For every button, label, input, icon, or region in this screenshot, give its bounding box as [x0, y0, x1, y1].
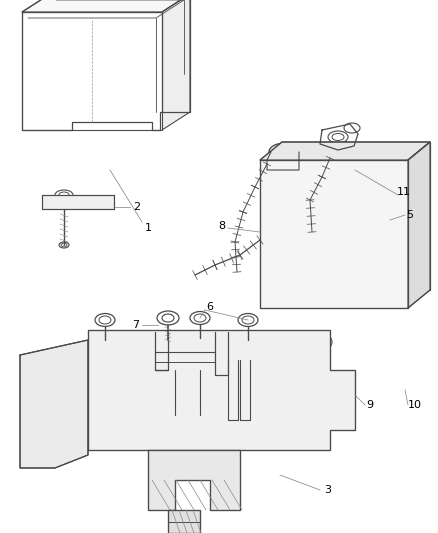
Polygon shape — [22, 12, 162, 130]
Text: 11: 11 — [397, 187, 411, 197]
Polygon shape — [168, 510, 200, 533]
Text: 7: 7 — [132, 320, 140, 330]
Polygon shape — [88, 330, 355, 450]
Text: 8: 8 — [219, 221, 226, 231]
Text: 6: 6 — [206, 302, 213, 312]
Text: 2: 2 — [134, 202, 141, 212]
Polygon shape — [260, 160, 408, 308]
Text: 1: 1 — [145, 223, 152, 233]
Polygon shape — [20, 340, 88, 468]
Polygon shape — [260, 142, 430, 160]
Polygon shape — [22, 0, 190, 12]
Text: 3: 3 — [325, 485, 332, 495]
Text: 9: 9 — [367, 400, 374, 410]
Polygon shape — [408, 142, 430, 308]
Bar — [412, 185, 426, 205]
Polygon shape — [162, 0, 190, 130]
Polygon shape — [148, 450, 240, 510]
Text: 5: 5 — [406, 210, 413, 220]
Polygon shape — [42, 195, 114, 209]
Bar — [282, 178, 308, 186]
Bar — [268, 215, 330, 250]
Text: 10: 10 — [408, 400, 422, 410]
Bar — [340, 215, 398, 250]
